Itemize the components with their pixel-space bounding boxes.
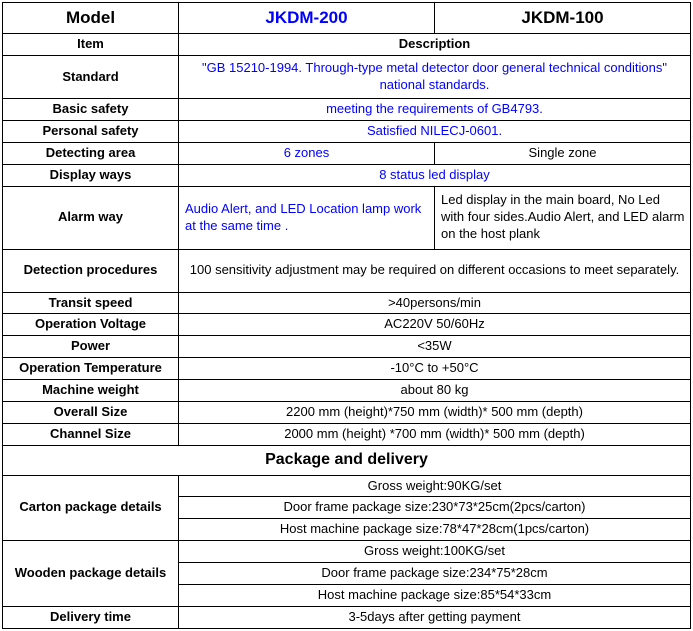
label-channel-size: Channel Size — [3, 423, 179, 445]
value-power: <35W — [179, 336, 691, 358]
row-channel-size: Channel Size 2000 mm (height) *700 mm (w… — [3, 423, 691, 445]
value-carton-3: Host machine package size:78*47*28cm(1pc… — [179, 519, 691, 541]
row-personal-safety: Personal safety Satisfied NILECJ-0601. — [3, 120, 691, 142]
row-wooden-1: Wooden package details Gross weight:100K… — [3, 541, 691, 563]
row-transit-speed: Transit speed >40persons/min — [3, 292, 691, 314]
row-power: Power <35W — [3, 336, 691, 358]
label-alarm-way: Alarm way — [3, 186, 179, 249]
header-description: Description — [179, 34, 691, 56]
row-display-ways: Display ways 8 status led display — [3, 164, 691, 186]
row-operation-temperature: Operation Temperature -10°C to +50°C — [3, 358, 691, 380]
row-operation-voltage: Operation Voltage AC220V 50/60Hz — [3, 314, 691, 336]
row-alarm-way: Alarm way Audio Alert, and LED Location … — [3, 186, 691, 249]
header-product1: JKDM-200 — [179, 3, 435, 34]
value-basic-safety: meeting the requirements of GB4793. — [179, 98, 691, 120]
row-carton-1: Carton package details Gross weight:90KG… — [3, 475, 691, 497]
package-title: Package and delivery — [3, 445, 691, 475]
header-product2: JKDM-100 — [435, 3, 691, 34]
value-operation-temperature: -10°C to +50°C — [179, 358, 691, 380]
value-wooden-1: Gross weight:100KG/set — [179, 541, 691, 563]
row-package-title: Package and delivery — [3, 445, 691, 475]
label-operation-temperature: Operation Temperature — [3, 358, 179, 380]
value-wooden-3: Host machine package size:85*54*33cm — [179, 585, 691, 607]
value-detecting-area-1: 6 zones — [179, 142, 435, 164]
value-machine-weight: about 80 kg — [179, 380, 691, 402]
value-carton-1: Gross weight:90KG/set — [179, 475, 691, 497]
value-alarm-way-2: Led display in the main board, No Led wi… — [435, 186, 691, 249]
value-transit-speed: >40persons/min — [179, 292, 691, 314]
value-delivery: 3-5days after getting payment — [179, 606, 691, 628]
row-machine-weight: Machine weight about 80 kg — [3, 380, 691, 402]
label-detecting-area: Detecting area — [3, 142, 179, 164]
row-detecting-area: Detecting area 6 zones Single zone — [3, 142, 691, 164]
label-standard: Standard — [3, 55, 179, 98]
header-row: Model JKDM-200 JKDM-100 — [3, 3, 691, 34]
label-basic-safety: Basic safety — [3, 98, 179, 120]
value-overall-size: 2200 mm (height)*750 mm (width)* 500 mm … — [179, 402, 691, 424]
value-operation-voltage: AC220V 50/60Hz — [179, 314, 691, 336]
value-detecting-area-2: Single zone — [435, 142, 691, 164]
label-carton: Carton package details — [3, 475, 179, 541]
label-overall-size: Overall Size — [3, 402, 179, 424]
label-personal-safety: Personal safety — [3, 120, 179, 142]
row-delivery: Delivery time 3-5days after getting paym… — [3, 606, 691, 628]
value-channel-size: 2000 mm (height) *700 mm (width)* 500 mm… — [179, 423, 691, 445]
row-standard: Standard "GB 15210-1994. Through-type me… — [3, 55, 691, 98]
value-alarm-way-1: Audio Alert, and LED Location lamp work … — [179, 186, 435, 249]
row-detection-procedures: Detection procedures 100 sensitivity adj… — [3, 249, 691, 292]
subheader-row: Item Description — [3, 34, 691, 56]
label-power: Power — [3, 336, 179, 358]
label-detection-procedures: Detection procedures — [3, 249, 179, 292]
value-wooden-2: Door frame package size:234*75*28cm — [179, 563, 691, 585]
value-personal-safety: Satisfied NILECJ-0601. — [179, 120, 691, 142]
value-carton-2: Door frame package size:230*73*25cm(2pcs… — [179, 497, 691, 519]
label-wooden: Wooden package details — [3, 541, 179, 607]
label-delivery: Delivery time — [3, 606, 179, 628]
value-standard: "GB 15210-1994. Through-type metal detec… — [179, 55, 691, 98]
value-detection-procedures: 100 sensitivity adjustment may be requir… — [179, 249, 691, 292]
row-basic-safety: Basic safety meeting the requirements of… — [3, 98, 691, 120]
label-display-ways: Display ways — [3, 164, 179, 186]
label-machine-weight: Machine weight — [3, 380, 179, 402]
spec-table: Model JKDM-200 JKDM-100 Item Description… — [2, 2, 691, 629]
header-model: Model — [3, 3, 179, 34]
row-overall-size: Overall Size 2200 mm (height)*750 mm (wi… — [3, 402, 691, 424]
label-operation-voltage: Operation Voltage — [3, 314, 179, 336]
value-display-ways: 8 status led display — [179, 164, 691, 186]
header-item: Item — [3, 34, 179, 56]
label-transit-speed: Transit speed — [3, 292, 179, 314]
